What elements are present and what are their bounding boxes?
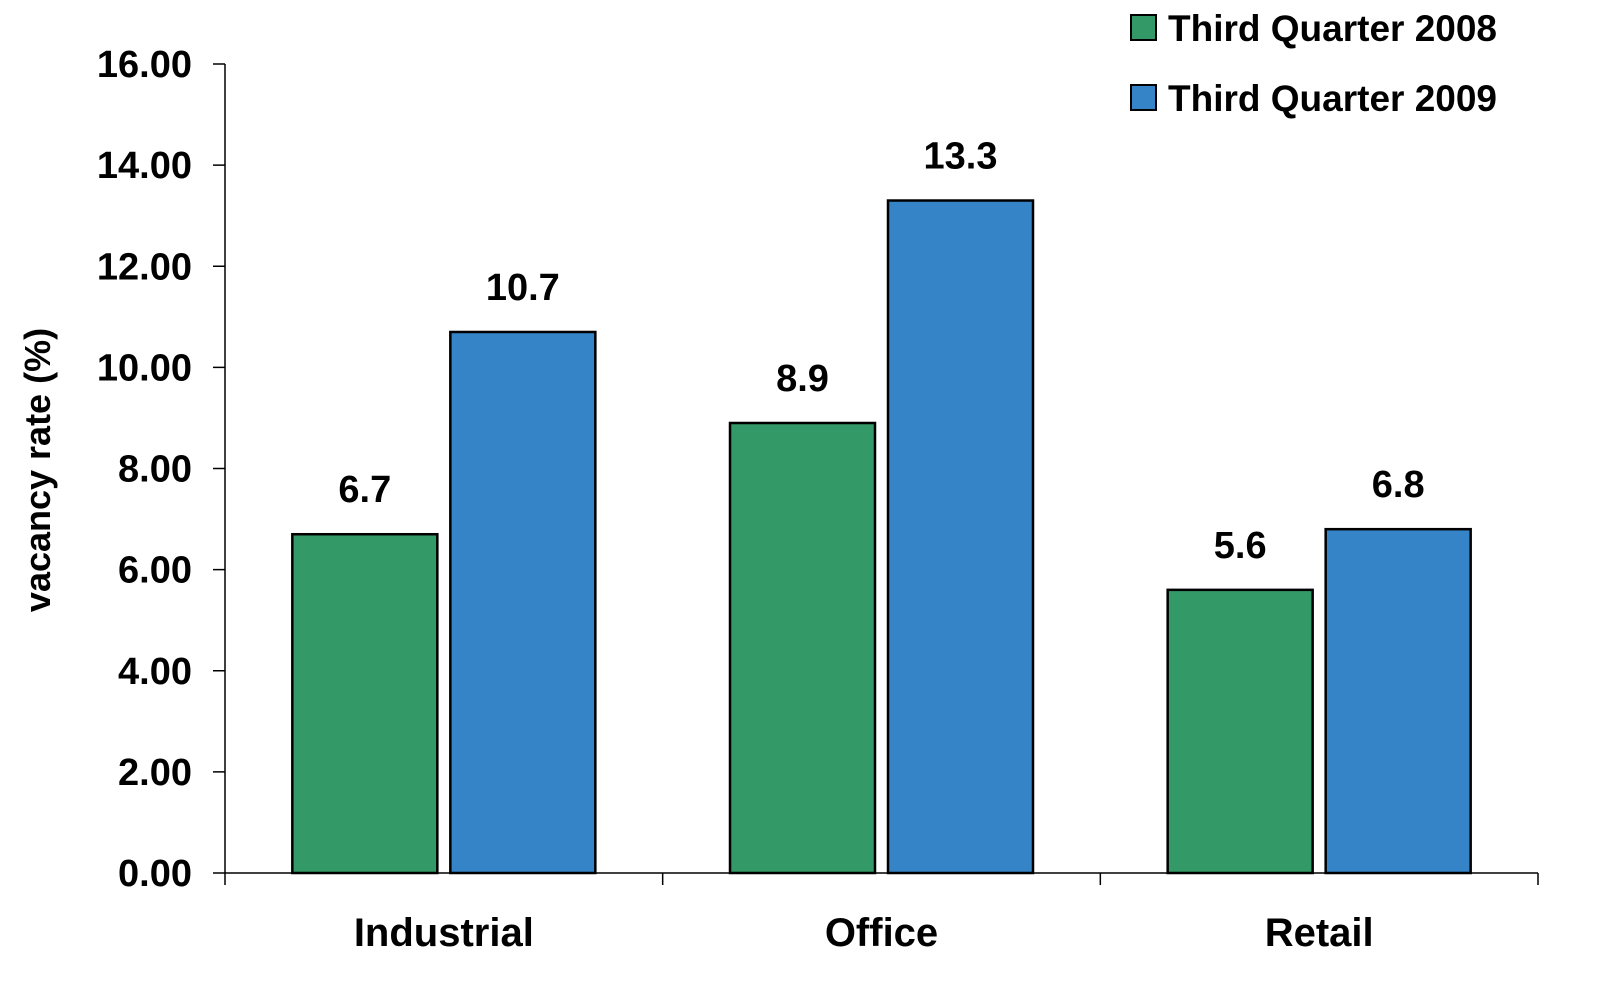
legend-swatch bbox=[1130, 84, 1157, 111]
y-tick-label: 14.00 bbox=[97, 145, 192, 187]
legend-label: Third Quarter 2009 bbox=[1168, 78, 1497, 119]
bar-value-label: 6.8 bbox=[1372, 464, 1425, 506]
y-axis-title: vacancy rate (%) bbox=[17, 328, 58, 612]
bar bbox=[291, 532, 439, 875]
bar bbox=[886, 199, 1035, 875]
y-tick-label: 2.00 bbox=[118, 752, 192, 794]
chart-legend: Third Quarter 2008 Third Quarter 2009 bbox=[1130, 8, 1497, 119]
y-tick-label: 16.00 bbox=[97, 44, 192, 86]
y-tick-label: 4.00 bbox=[118, 651, 192, 693]
bar bbox=[1324, 527, 1472, 875]
bar-value-label: 13.3 bbox=[924, 136, 998, 178]
bar-value-label: 10.7 bbox=[486, 267, 560, 309]
x-category-label: Office bbox=[825, 911, 938, 955]
bar bbox=[1166, 588, 1314, 875]
x-category-label: Industrial bbox=[354, 911, 534, 955]
bar bbox=[449, 330, 597, 875]
y-tick-label: 8.00 bbox=[118, 449, 192, 491]
bar-value-label: 5.6 bbox=[1214, 525, 1267, 567]
chart-bars: 6.7 8.9 5.6 10.7 13.3 6.8 bbox=[291, 136, 1472, 875]
bar-value-label: 6.7 bbox=[338, 469, 391, 511]
bar-value-label: 8.9 bbox=[776, 358, 829, 400]
y-tick-label: 6.00 bbox=[118, 550, 192, 592]
y-tick-label: 0.00 bbox=[118, 853, 192, 895]
bar bbox=[728, 421, 877, 875]
legend-swatch bbox=[1130, 14, 1157, 41]
y-tick-label: 12.00 bbox=[97, 246, 192, 288]
x-category-label: Retail bbox=[1265, 911, 1374, 955]
y-tick-label: 10.00 bbox=[97, 347, 192, 389]
chart-axes: 0.00 2.00 4.00 6.00 8.00 10.00 12.00 14.00 16.00… bbox=[97, 44, 1539, 955]
legend-label: Third Quarter 2008 bbox=[1168, 8, 1497, 49]
